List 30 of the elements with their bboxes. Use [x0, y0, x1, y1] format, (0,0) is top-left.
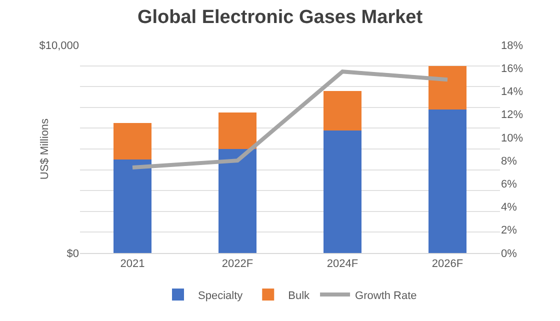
- y2-tick-label: 10%: [501, 132, 524, 144]
- x-tick-label: 2026F: [432, 258, 464, 270]
- y2-tick-label: 12%: [501, 109, 524, 122]
- chart-title: Global Electronic Gases Market: [137, 6, 424, 28]
- bar: [114, 159, 152, 253]
- bar: [324, 130, 362, 253]
- x-tick-label: 2022F: [222, 258, 254, 270]
- y2-tick-label: 8%: [501, 155, 518, 168]
- y-tick-label: $0: [66, 248, 79, 260]
- line-series: [130, 70, 450, 170]
- bar: [114, 123, 152, 160]
- bar: [218, 149, 256, 253]
- legend-label: Specialty: [198, 290, 244, 302]
- legend-label: Bulk: [288, 290, 310, 302]
- bar: [428, 109, 466, 253]
- bar: [324, 90, 362, 130]
- bar: [428, 66, 466, 110]
- legend-label: Growth Rate: [355, 290, 417, 302]
- y2-tick-label: 14%: [501, 86, 524, 98]
- y2-tick-label: 18%: [501, 40, 524, 52]
- y-tick-label: $10,000: [39, 40, 79, 52]
- y2-tick-label: 6%: [501, 178, 518, 191]
- bar: [218, 112, 256, 149]
- y2-tick-label: 2%: [501, 224, 518, 237]
- x-tick-label: 2021: [120, 258, 145, 270]
- y2-tick-label: 0%: [501, 248, 518, 260]
- y-axis-title: US$ Millions: [39, 118, 51, 180]
- y2-tick-label: 4%: [501, 202, 518, 214]
- y2-tick-label: 16%: [501, 62, 524, 75]
- x-tick-label: 2024F: [326, 258, 358, 270]
